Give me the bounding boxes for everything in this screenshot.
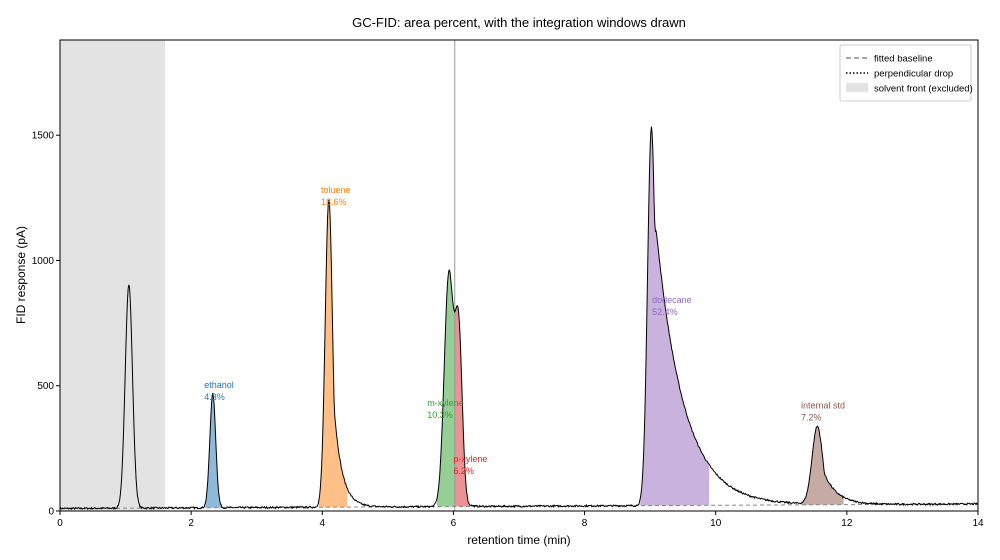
peak-name: m-xylene [427,398,464,408]
peak-name: internal std [801,400,845,410]
peak-labels: ethanol 4.3% toluene 18.6% m-xylene 10.3% p-xy… [204,185,845,476]
legend-item: fitted baseline [846,54,933,65]
x-tick-label: 0 [57,518,63,529]
integration-area-ethanol [204,393,223,508]
legend: fitted baseline perpendicular drop solvent… [839,44,973,102]
peak-area-percent: 6.2% [453,466,474,476]
legend-label: perpendicular drop [874,69,953,80]
integration-windows [204,127,844,508]
peak-label-toluene: toluene 18.6% [321,185,351,207]
peak-area-percent: 4.3% [204,392,225,402]
peak-name: toluene [321,185,351,195]
chromatogram-trace [59,126,979,511]
peak-name: dodecane [652,295,692,305]
peak-label-internal-std: internal std 7.2% [801,400,845,422]
legend-label: fitted baseline [874,54,933,65]
peak-area-percent: 10.3% [427,410,453,420]
integration-area-dodecane [640,127,710,506]
legend-box [839,44,972,102]
baseline-line [59,503,979,509]
peak-label-p-xylene: p-xylene 6.2% [453,454,487,476]
peak-area-percent: 7.2% [801,412,822,422]
x-tick-label: 8 [582,518,588,529]
x-tick-label: 4 [320,518,326,529]
x-tick-label: 6 [451,518,457,529]
y-axis-ticks: 0 500 1000 1500 [32,131,60,518]
x-axis-ticks: 0 2 4 6 8 10 12 14 [57,511,984,529]
x-tick-label: 14 [972,518,984,529]
plot-frame [59,39,979,512]
peak-name: ethanol [204,380,234,390]
peak-area-percent: 18.6% [321,197,347,207]
legend-item: solvent front (excluded) [846,83,973,95]
legend-item: perpendicular drop [846,69,953,80]
peak-label-m-xylene: m-xylene 10.3% [427,398,464,420]
y-axis-title: FID response (pA) [14,226,28,324]
peak-label-dodecane: dodecane 52.4% [652,295,692,317]
x-axis-title: retention time (min) [467,533,570,547]
peak-area-percent: 52.4% [652,307,678,317]
peak-label-ethanol: ethanol 4.3% [204,380,234,402]
chart-title: GC-FID: area percent, with the integrati… [352,15,686,30]
fitted-baseline [59,503,979,509]
x-tick-label: 12 [841,518,853,529]
x-tick-label: 10 [710,518,722,529]
integration-area-internal-std [800,426,844,505]
legend-symbol [846,83,868,92]
legend-label: solvent front (excluded) [874,84,973,95]
peak-name: p-xylene [453,454,487,464]
integration-area-toluene [319,199,348,508]
x-tick-label: 2 [188,518,194,529]
y-tick-label: 1500 [32,131,55,142]
y-tick-label: 500 [37,381,54,392]
solvent-front-band [60,40,165,511]
solvent-front-rect [60,40,165,511]
y-tick-label: 0 [48,507,54,518]
y-tick-label: 1000 [32,256,55,267]
trace-line [59,126,979,511]
